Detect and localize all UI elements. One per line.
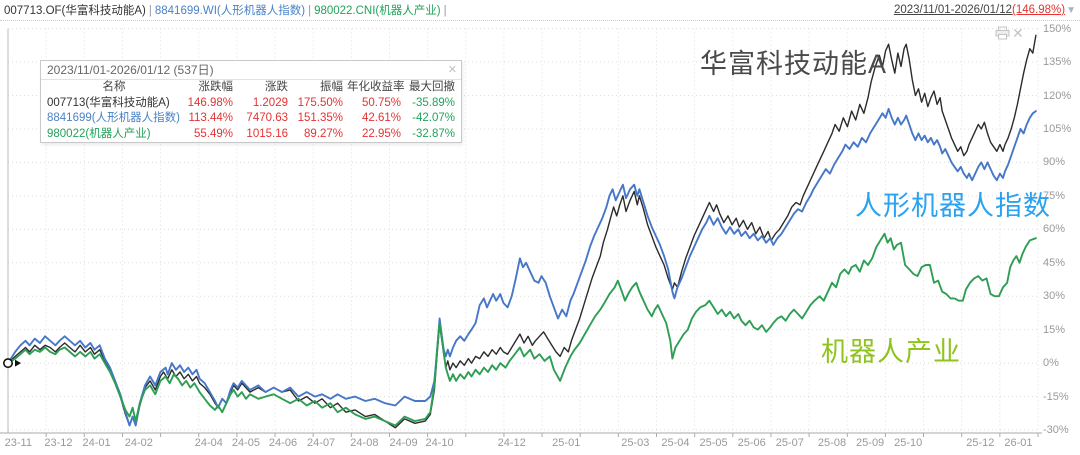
stats-title: 2023/11/01-2026/01/12 (537日) xyxy=(47,63,214,77)
x-axis-label: 23-11 xyxy=(4,437,32,449)
stats-panel-title-row: 2023/11/01-2026/01/12 (537日) ✕ xyxy=(41,61,461,80)
y-axis-label: 120% xyxy=(1043,89,1072,102)
x-axis-label: 25-01 xyxy=(552,437,581,449)
x-axis-label: 25-03 xyxy=(621,437,650,449)
y-axis-label: 30% xyxy=(1043,290,1066,303)
x-axis-label: 25-07 xyxy=(775,437,804,449)
x-axis-label: 24-08 xyxy=(350,437,379,449)
x-axis-label: 25-12 xyxy=(966,437,995,449)
stats-value-cell: 1.2029 xyxy=(252,96,288,109)
stats-value-cell: 89.27% xyxy=(303,127,343,140)
stats-column-header: 涨跌幅 xyxy=(198,81,234,93)
y-axis-label: 45% xyxy=(1043,256,1066,269)
stats-close-icon[interactable]: ✕ xyxy=(447,64,457,76)
stats-value-cell: 175.50% xyxy=(297,96,343,109)
y-axis-label: 60% xyxy=(1043,223,1066,236)
series-line-007713.OF xyxy=(7,34,1037,429)
stats-panel: 2023/11/01-2026/01/12 (537日) ✕ 名称 涨跌幅 涨跌 振幅… xyxy=(40,60,462,143)
x-axis-label: 25-09 xyxy=(856,437,885,449)
series-line-980022.CNI xyxy=(7,232,1037,427)
y-axis-label: 90% xyxy=(1043,156,1066,169)
series-annotation: 机器人产业 xyxy=(821,337,961,367)
y-axis-label: -15% xyxy=(1043,390,1069,403)
y-axis-label: -30% xyxy=(1043,424,1069,436)
date-range-link[interactable]: 2023/11/01-2026/01/12 xyxy=(893,4,1013,16)
x-axis-label: 25-08 xyxy=(817,437,847,449)
separator: | xyxy=(443,5,447,17)
stats-column-header: 涨跌 xyxy=(265,81,288,93)
x-axis-label: 24-04 xyxy=(194,437,223,449)
start-marker-arrow-icon xyxy=(15,359,21,367)
x-axis-label: 24-09 xyxy=(389,437,418,449)
stats-value-cell: 7470.63 xyxy=(246,112,288,124)
stats-column-header: 年化收益率 xyxy=(347,81,405,93)
stats-value-cell: 50.75% xyxy=(361,96,401,109)
stats-row: 007713(华富科技动能A) 146.98% 1.2029 175.50% 50.75… xyxy=(41,96,461,112)
stats-column-header: 振幅 xyxy=(320,81,343,93)
series-annotation: 人形机器人指数 xyxy=(855,191,1051,221)
x-axis-label: 25-04 xyxy=(661,437,690,449)
stats-name-cell: 8841699(人形机器人指数) xyxy=(47,112,180,124)
stats-value-cell: -32.87% xyxy=(412,127,455,140)
x-axis-label: 24-02 xyxy=(124,437,153,449)
print-icon[interactable] xyxy=(995,26,1010,40)
x-axis-label: 24-12 xyxy=(497,437,526,449)
series-start-marker xyxy=(3,358,13,369)
stats-value-cell: 113.44% xyxy=(188,112,233,124)
y-axis-label: 150% xyxy=(1043,22,1072,35)
stats-value-cell: 55.49% xyxy=(193,127,233,140)
instrument-label[interactable]: 980022.CNI(机器人产业) xyxy=(314,5,441,17)
x-axis-label: 24-01 xyxy=(82,437,111,449)
stats-value-cell: 151.35% xyxy=(297,112,343,124)
separator: | xyxy=(308,5,312,17)
stats-value-cell: -42.07% xyxy=(412,112,455,124)
x-axis-label: 25-05 xyxy=(699,437,728,449)
range-selector[interactable]: 2023/11/01-2026/01/12(146.98%)▼ xyxy=(894,4,1076,16)
stats-row: 8841699(人形机器人指数) 113.44% 7470.63 151.35% 42.… xyxy=(41,111,461,127)
stats-name-cell: 007713(华富科技动能A) xyxy=(47,96,170,109)
stats-value-cell: 22.95% xyxy=(361,127,401,140)
chart-close-icon[interactable]: ✕ xyxy=(1012,25,1024,41)
y-axis-label: 75% xyxy=(1043,189,1066,202)
stats-column-header: 最大回撤 xyxy=(409,81,455,93)
x-axis-label: 25-06 xyxy=(737,437,766,449)
x-axis-label: 25-10 xyxy=(894,437,923,449)
stats-name-cell: 980022(机器人产业) xyxy=(47,127,151,140)
series-line-8841699.WI xyxy=(7,107,1037,427)
x-axis-label: 24-07 xyxy=(307,437,336,449)
range-return-value: (146.98%) xyxy=(1012,4,1066,16)
separator: | xyxy=(148,5,152,17)
y-axis-label: 15% xyxy=(1043,323,1066,336)
stats-value-cell: 1015.16 xyxy=(246,127,288,140)
stats-row: 980022(机器人产业) 55.49% 1015.16 89.27% 22.95% -3… xyxy=(41,127,461,143)
x-axis-label: 24-06 xyxy=(268,437,298,449)
instrument-label[interactable]: 007713.OF(华富科技动能A) xyxy=(4,5,146,17)
y-axis-label: 0% xyxy=(1043,357,1059,370)
x-axis-label: 26-01 xyxy=(1004,437,1033,449)
stats-header-row: 名称 涨跌幅 涨跌 振幅 年化收益率 最大回撤 xyxy=(41,80,461,96)
stats-column-header: 名称 xyxy=(102,81,126,93)
instrument-list: 007713.OF(华富科技动能A) | 8841699.WI(人形机器人指数) | 9… xyxy=(4,2,450,18)
x-axis-label: 24-05 xyxy=(231,437,260,449)
stats-value-cell: 146.98% xyxy=(187,96,233,109)
series-annotation: 华富科技动能A xyxy=(700,49,888,79)
dropdown-caret-icon[interactable]: ▼ xyxy=(1066,5,1076,16)
y-axis-label: 105% xyxy=(1043,122,1072,135)
header-bar: 007713.OF(华富科技动能A) | 8841699.WI(人形机器人指数) | 9… xyxy=(0,0,1080,21)
plot-toolbar: ✕ xyxy=(995,26,1024,40)
x-axis-label: 24-10 xyxy=(425,437,454,449)
x-axis-label: 23-12 xyxy=(44,437,73,449)
stats-body: 007713(华富科技动能A) 146.98% 1.2029 175.50% 50.75… xyxy=(41,96,461,143)
stats-value-cell: -35.89% xyxy=(412,96,455,109)
stats-value-cell: 42.61% xyxy=(361,112,401,124)
instrument-label[interactable]: 8841699.WI(人形机器人指数) xyxy=(154,5,306,17)
y-axis-label: 135% xyxy=(1043,56,1072,69)
